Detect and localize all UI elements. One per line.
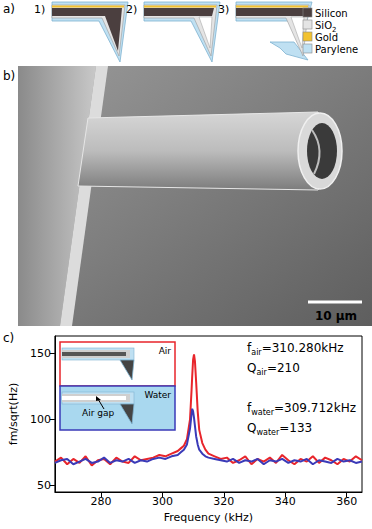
svg-text:Qwater=133: Qwater=133 — [247, 421, 312, 437]
svg-text:fair=310.280kHz: fair=310.280kHz — [247, 341, 344, 357]
svg-text:fwater=309.712kHz: fwater=309.712kHz — [247, 401, 356, 417]
svg-text:c): c) — [3, 331, 14, 345]
svg-text:Air: Air — [159, 346, 172, 356]
svg-text:1): 1) — [34, 3, 45, 16]
svg-text:360: 360 — [336, 495, 357, 508]
svg-text:340: 340 — [275, 495, 296, 508]
svg-text:100: 100 — [30, 413, 51, 426]
svg-text:Silicon: Silicon — [315, 8, 348, 19]
svg-text:a): a) — [3, 2, 15, 16]
svg-text:50: 50 — [37, 479, 51, 492]
svg-text:280: 280 — [90, 495, 111, 508]
svg-text:Qair=210: Qair=210 — [247, 361, 300, 377]
svg-text:320: 320 — [213, 495, 234, 508]
svg-text:2): 2) — [126, 3, 137, 16]
svg-text:Parylene: Parylene — [315, 44, 358, 55]
svg-text:Air gap: Air gap — [82, 408, 114, 418]
svg-text:Frequency (kHz): Frequency (kHz) — [164, 511, 253, 524]
svg-text:150: 150 — [30, 347, 51, 360]
svg-text:3): 3) — [218, 3, 229, 16]
svg-text:Water: Water — [144, 390, 171, 400]
svg-text:SiO2: SiO2 — [315, 20, 336, 34]
svg-text:b): b) — [3, 69, 15, 83]
svg-text:Gold: Gold — [315, 32, 338, 43]
svg-text:300: 300 — [152, 495, 173, 508]
svg-text:fm/sqrt(Hz): fm/sqrt(Hz) — [7, 383, 20, 445]
svg-text:10 µm: 10 µm — [315, 309, 357, 323]
